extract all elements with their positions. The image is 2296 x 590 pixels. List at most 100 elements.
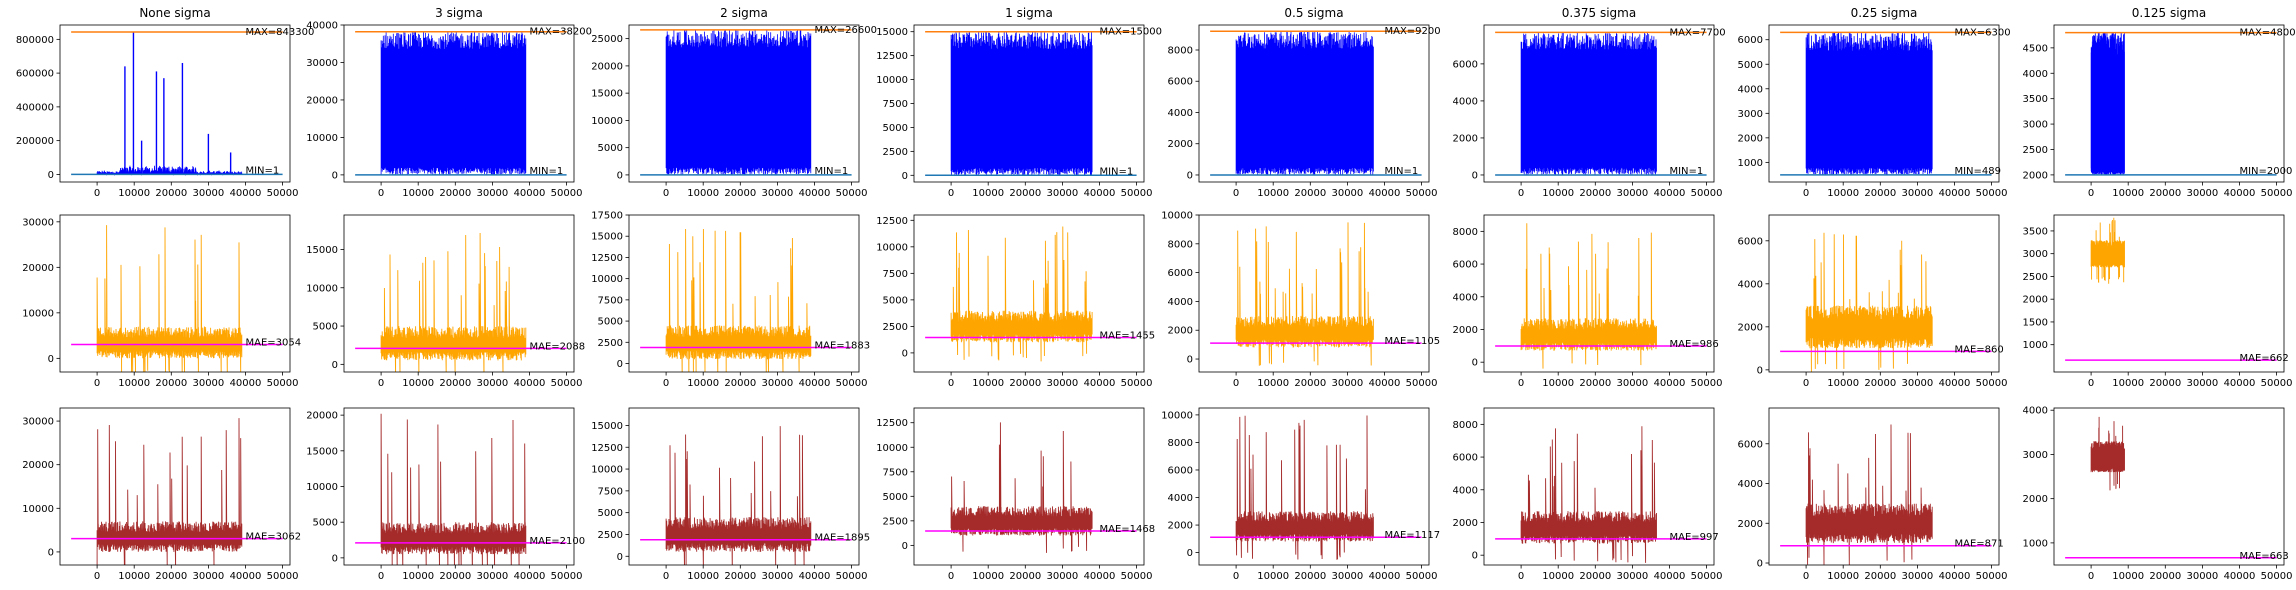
plot-area (355, 413, 567, 565)
y-tick-label: 0 (332, 360, 338, 371)
axes-frame (1198, 214, 1430, 373)
x-tick-label: 0 (2088, 571, 2094, 582)
x-tick-label: 20000 (1579, 188, 1611, 199)
x-tick-label: 0 (2088, 188, 2094, 199)
x-tick-label: 20000 (1864, 571, 1896, 582)
y-tick-label: 6000 (1738, 35, 1763, 46)
x-tick-label: 20000 (1009, 188, 1041, 199)
mae-label: MAE=2100 (529, 536, 585, 547)
plot-area (2065, 31, 2277, 176)
x-tick-label: 10000 (2112, 188, 2144, 199)
y-tick-label: 2000 (2023, 494, 2048, 505)
y-tick-label: 10000 (876, 443, 908, 454)
signal-series (665, 29, 812, 175)
y-tick-label: 10000 (591, 116, 623, 127)
x-tick-label: 10000 (118, 571, 150, 582)
plot-area (1210, 222, 1422, 366)
plot-area (71, 31, 283, 176)
signal-series (1235, 415, 1374, 560)
x-tick-label: 20000 (2149, 378, 2181, 389)
x-tick-label: 40000 (799, 571, 831, 582)
x-tick-label: 0 (1233, 188, 1239, 199)
x-tick-label: 20000 (1294, 378, 1326, 389)
y-tick-label: 5000 (883, 295, 908, 306)
x-tick-label: 30000 (476, 378, 508, 389)
y-tick-label: 4000 (1453, 96, 1478, 107)
y-tick-label: 8000 (1453, 420, 1478, 431)
y-tick-label: 800000 (16, 35, 54, 46)
plot-area (1495, 223, 1707, 369)
axes-frame (59, 407, 291, 566)
mae-label: MAE=1468 (1099, 524, 1155, 535)
y-tick-label: 10000 (306, 482, 338, 493)
y-tick-label: 5000 (313, 518, 338, 529)
y-tick-label: 30000 (22, 217, 54, 228)
y-tick-label: 0 (48, 170, 54, 181)
axes-frame (628, 24, 860, 183)
y-tick-label: 3500 (2023, 94, 2048, 105)
x-tick-label: 50000 (267, 571, 299, 582)
y-tick-label: 8000 (1168, 239, 1193, 250)
subplot-r3-c7: 0 10000 20000 30000 40000 50000 0 2000 4000 6000 M… (1738, 407, 2007, 582)
x-tick-label: 10000 (1827, 571, 1859, 582)
y-tick-label: 7500 (883, 99, 908, 110)
max-label: MAX=26600 (814, 25, 877, 36)
y-tick-label: 0 (1187, 170, 1193, 181)
x-tick-label: 0 (663, 571, 669, 582)
x-tick-label: 0 (948, 188, 954, 199)
x-tick-label: 40000 (230, 571, 262, 582)
plot-area (640, 426, 852, 565)
y-tick-label: 0 (48, 547, 54, 558)
subplot-r1-c6: 0 10000 20000 30000 40000 50000 0 2000 4000 6000 M… (1453, 24, 1726, 199)
x-tick-label: 20000 (155, 378, 187, 389)
y-tick-label: 10000 (591, 274, 623, 285)
subplot-r1-c3: 0 10000 20000 30000 40000 50000 0 5000 10000 1500… (591, 24, 877, 199)
axes-frame (913, 214, 1145, 373)
subplot-r3-c4: 0 10000 20000 30000 40000 50000 0 2500 5000 7500 1… (876, 407, 1155, 582)
x-tick-label: 50000 (2261, 571, 2293, 582)
signal-series (665, 426, 812, 565)
min-label: MIN=1 (245, 165, 279, 176)
x-tick-label: 20000 (1864, 378, 1896, 389)
subplot-r2-c6: 0 10000 20000 30000 40000 50000 0 2000 4000 6000 8… (1453, 214, 1722, 389)
y-tick-label: 5000 (313, 322, 338, 333)
x-tick-label: 20000 (1009, 378, 1041, 389)
mae-label: MAE=986 (1669, 339, 1718, 350)
x-tick-label: 30000 (192, 571, 224, 582)
y-tick-label: 3000 (2023, 450, 2048, 461)
y-tick-label: 2000 (2023, 170, 2048, 181)
y-tick-label: 30000 (306, 58, 338, 69)
y-tick-label: 15000 (876, 27, 908, 38)
axes-frame (628, 407, 860, 566)
x-tick-label: 40000 (1084, 188, 1116, 199)
x-tick-label: 40000 (1939, 378, 1971, 389)
x-tick-label: 50000 (267, 378, 299, 389)
axes-frame (2053, 24, 2285, 183)
subplot-title: 0.125 sigma (2132, 6, 2206, 20)
subplot-title: None sigma (139, 6, 210, 20)
x-tick-label: 40000 (2224, 378, 2256, 389)
subplot-r3-c3: 0 10000 20000 30000 40000 50000 0 2500 5000 7500 1… (591, 407, 870, 582)
signal-series (380, 413, 527, 565)
x-tick-label: 50000 (1976, 188, 2008, 199)
plot-area (1780, 31, 1992, 176)
y-tick-label: 4000 (1738, 279, 1763, 290)
x-tick-label: 50000 (1121, 378, 1153, 389)
x-tick-label: 10000 (1542, 571, 1574, 582)
y-tick-label: 200000 (16, 136, 54, 147)
axes-frame (913, 24, 1145, 183)
x-tick-label: 10000 (402, 571, 434, 582)
y-tick-label: 2000 (1168, 521, 1193, 532)
x-tick-label: 50000 (267, 188, 299, 199)
y-tick-label: 2000 (1738, 519, 1763, 530)
min-label: MIN=2000 (2239, 166, 2292, 177)
mae-label: MAE=663 (2239, 551, 2288, 562)
x-tick-label: 10000 (1827, 188, 1859, 199)
subplot-r2-c2: 0 10000 20000 30000 40000 50000 0 5000 10000 1500… (306, 214, 585, 389)
signal-series (950, 422, 1093, 553)
x-tick-label: 30000 (192, 188, 224, 199)
x-tick-label: 0 (948, 378, 954, 389)
mae-label: MAE=1895 (814, 533, 870, 544)
x-tick-label: 10000 (972, 571, 1004, 582)
y-tick-label: 4000 (2023, 406, 2048, 417)
